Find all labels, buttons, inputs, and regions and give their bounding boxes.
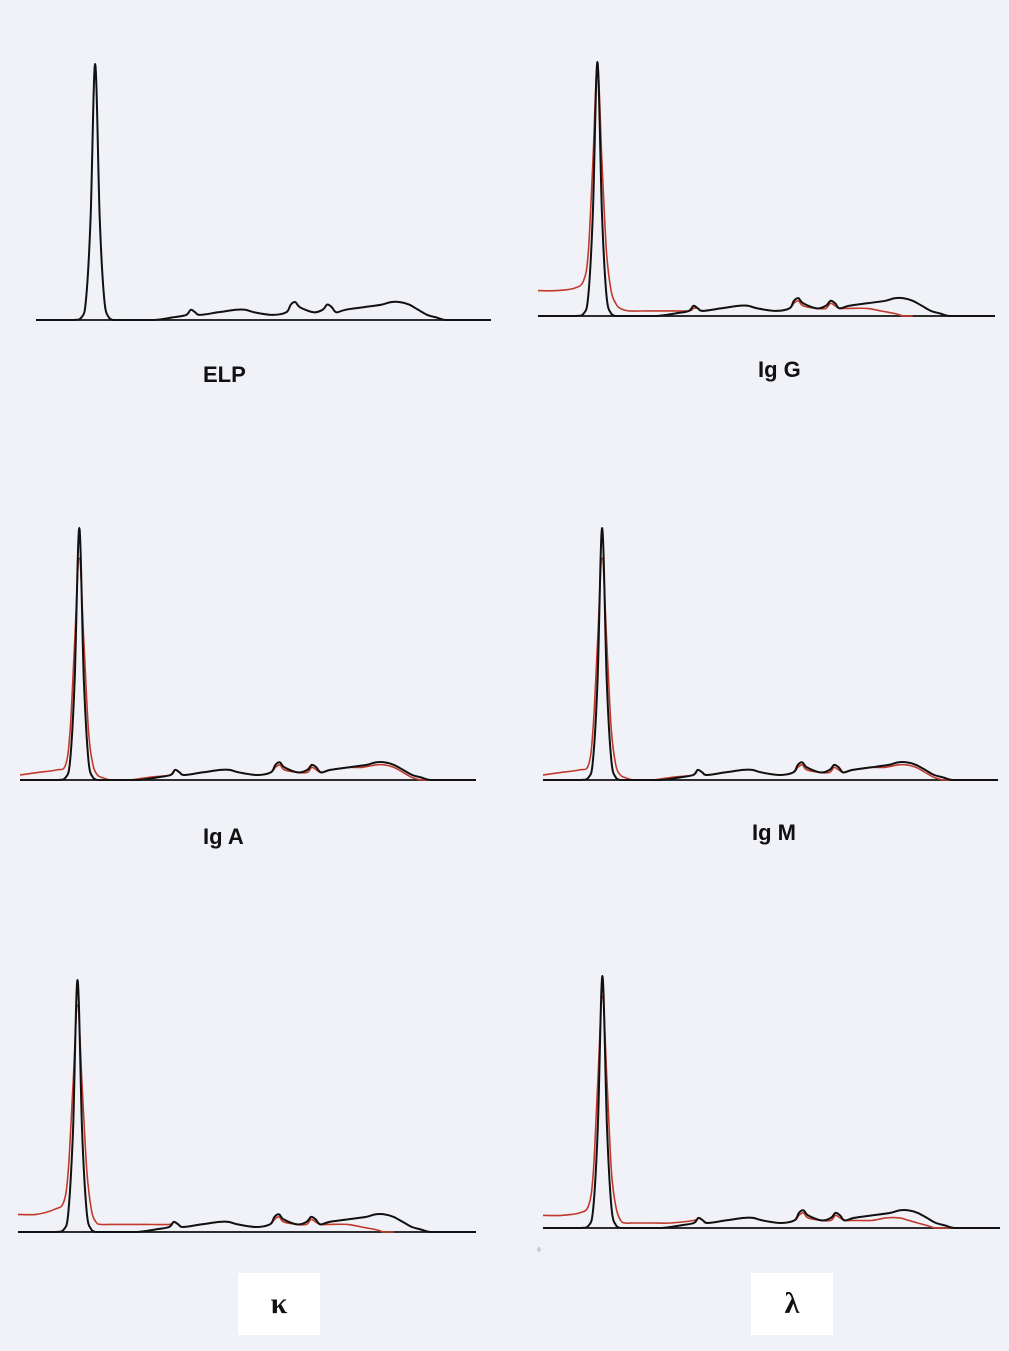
sample-trace-line (36, 63, 491, 321)
chart-panel-kappa (17, 976, 476, 1234)
chart-elp (36, 63, 491, 321)
chart-kappa (17, 979, 476, 1233)
panel-label-kappa: κ (270, 1287, 288, 1320)
sample-trace-line (542, 527, 998, 781)
chart-panel-elp (36, 60, 491, 322)
chart-lambda (542, 975, 1000, 1229)
immunofixation-trace-line (542, 995, 1000, 1229)
chart-panel-lambda (542, 972, 1000, 1230)
panel-label-lambda: λ (784, 1287, 800, 1320)
panel-label-elp: ELP (203, 362, 246, 387)
scan-speck (537, 1247, 541, 1252)
panel-label-lambda-box: λ (751, 1273, 833, 1335)
chart-panel-igm (542, 524, 998, 782)
panel-label-igm: Ig M (752, 820, 796, 845)
panel-label-kappa-box: κ (238, 1273, 320, 1335)
sample-trace-line (17, 979, 476, 1233)
chart-panel-iga (19, 524, 476, 782)
chart-igm (542, 527, 998, 781)
sample-trace-line (19, 527, 476, 781)
chart-igg (537, 61, 995, 317)
panel-label-iga: Ig A (203, 824, 244, 849)
chart-iga (19, 527, 476, 781)
sample-trace-line (542, 975, 1000, 1229)
panel-label-igg: Ig G (758, 357, 801, 382)
chart-panel-igg (537, 58, 995, 318)
sample-trace-line (537, 61, 995, 317)
